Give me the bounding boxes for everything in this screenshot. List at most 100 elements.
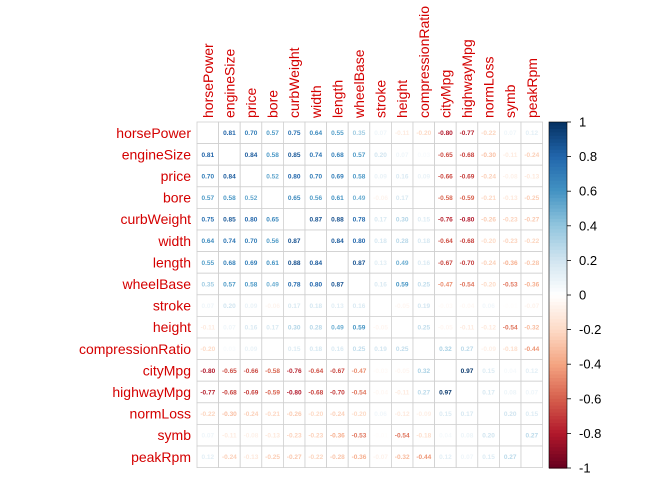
cell-value: 0.64 <box>201 238 214 245</box>
cell-value: -0.23 <box>287 433 302 440</box>
cell-value: 0.74 <box>309 152 322 159</box>
colorbar-segment <box>549 211 567 217</box>
cell-value: 0.12 <box>201 454 214 461</box>
cell-value: 0.25 <box>417 325 430 332</box>
cell-value: 0.80 <box>309 281 322 288</box>
cell-value: 0.13 <box>374 260 387 267</box>
cell-value: -0.21 <box>265 411 280 418</box>
colorbar-segment <box>549 329 567 334</box>
colorbar-segment <box>549 426 567 431</box>
cell-value: 0.20 <box>504 411 517 418</box>
cell-value: -0.64 <box>308 368 323 375</box>
cell-value: 0.07 <box>374 130 387 137</box>
colorbar-segment <box>549 450 567 455</box>
cell-value: -0.36 <box>503 260 518 267</box>
cell-value: -0.32 <box>524 325 539 332</box>
cell-value: 0.12 <box>525 130 538 137</box>
colorbar-segment <box>549 398 567 403</box>
cell-value: 0.08 <box>461 433 474 440</box>
cell-value: -0.30 <box>481 152 496 159</box>
cell-value: 0.57 <box>223 281 236 288</box>
cell-value: 0.18 <box>309 303 322 310</box>
cell-value: -0.04 <box>373 389 388 396</box>
colorbar-segment <box>549 236 567 241</box>
colorbar-segment <box>549 464 567 469</box>
cell-value: -0.68 <box>222 389 237 396</box>
cell-value: -0.13 <box>524 173 539 180</box>
cell-value: -0.11 <box>201 325 216 332</box>
colorbar-segment <box>549 374 567 379</box>
colorbar-segment <box>549 177 567 182</box>
row-label-horsePower: horsePower <box>116 125 191 141</box>
cell-value: 0.17 <box>482 389 495 396</box>
cell-value: -0.11 <box>503 152 518 159</box>
colorbar-segment <box>549 132 567 137</box>
cell-value: -0.25 <box>265 454 280 461</box>
colorbar-segment <box>549 239 567 244</box>
cell-value: -0.09 <box>416 411 431 418</box>
cell-value: -0.13 <box>265 433 280 440</box>
cell-value: 0.15 <box>288 346 301 353</box>
colorbar-segment <box>549 142 567 147</box>
cell-value: 0.84 <box>309 260 322 267</box>
cell-value: -0.68 <box>460 238 475 245</box>
cell-value: 0.07 <box>461 454 474 461</box>
cell-value: 0.18 <box>374 238 387 245</box>
cell-value: 0.08 <box>504 389 517 396</box>
cell-value: 0.56 <box>309 195 322 202</box>
col-label-symb: symb <box>502 84 518 118</box>
colorbar-tick-label: -1 <box>579 461 591 476</box>
colorbar-segment <box>549 378 567 383</box>
colorbar-segment <box>549 364 567 369</box>
cell-value: -0.70 <box>330 389 345 396</box>
cell-value: 0.61 <box>266 260 279 267</box>
cell-value: 0.16 <box>396 173 409 180</box>
row-label-stroke: stroke <box>153 298 191 314</box>
matrix-cell <box>498 423 522 447</box>
cell-value: 0.18 <box>417 238 430 245</box>
col-label-peakRpm: peakRpm <box>524 58 540 118</box>
cell-value: -0.11 <box>395 389 410 396</box>
colorbar-segment <box>549 191 567 196</box>
cell-value: 0.58 <box>223 195 236 202</box>
cell-value: 0.07 <box>504 130 517 137</box>
colorbar-segment <box>549 384 567 390</box>
cell-value: 0.88 <box>331 217 344 224</box>
cell-value: 0.16 <box>245 325 258 332</box>
colorbar-tick-label: -0.6 <box>579 391 601 406</box>
cell-value: -0.25 <box>524 195 539 202</box>
colorbar-segment <box>549 222 567 227</box>
colorbar-segment <box>549 166 567 172</box>
cell-value: -0.05 <box>438 325 453 332</box>
matrix-cell <box>304 229 328 253</box>
cell-value: 0.81 <box>223 130 236 137</box>
col-label-height: height <box>394 80 410 118</box>
colorbar-segment <box>549 336 567 341</box>
colorbar-segment <box>549 277 567 282</box>
cell-value: 0.27 <box>525 433 538 440</box>
colorbar-segment <box>549 146 567 151</box>
cell-value: 0.09 <box>417 173 430 180</box>
matrix-cell <box>261 186 284 209</box>
colorbar-segment <box>549 243 567 248</box>
cell-value: -0.77 <box>460 130 475 137</box>
colorbar-segment <box>549 433 567 438</box>
cell-value: -0.09 <box>481 346 496 353</box>
cell-value: 0.03 <box>223 346 236 353</box>
cell-value: -0.27 <box>287 454 302 461</box>
matrix-cell <box>239 164 263 188</box>
cell-value: -0.23 <box>503 238 518 245</box>
col-label-engineSize: engineSize <box>221 49 237 118</box>
cell-value: -0.28 <box>330 454 345 461</box>
row-label-cityMpg: cityMpg <box>143 362 191 378</box>
cell-value: -0.76 <box>287 368 302 375</box>
cell-value: -0.76 <box>438 217 453 224</box>
colorbar-segment <box>549 267 567 272</box>
cell-value: 0.28 <box>309 325 322 332</box>
colorbar-segment <box>549 322 567 327</box>
colorbar-tick-label: 0.2 <box>579 253 597 268</box>
cell-value: 0.49 <box>353 195 366 202</box>
colorbar-segment <box>549 149 567 154</box>
row-label-height: height <box>153 319 191 335</box>
cell-value: 0.15 <box>482 368 495 375</box>
